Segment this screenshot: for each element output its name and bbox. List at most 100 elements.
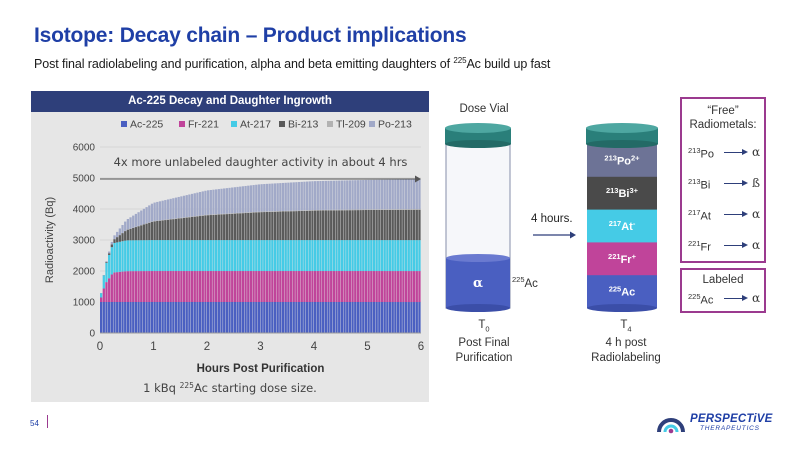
data-bar [297,182,301,211]
data-bar [380,209,384,210]
page-divider [47,415,48,428]
data-bar [241,240,245,272]
data-bar [324,240,327,272]
data-bar [346,180,349,210]
data-bar [268,271,271,302]
data-bar [244,212,247,214]
data-bar [140,271,143,302]
data-bar [209,190,212,215]
data-bar [180,271,183,302]
data-bar [380,209,384,241]
data-bar [124,271,127,302]
data-bar [311,271,314,302]
data-bar [201,302,204,333]
data-bar [356,180,360,210]
data-bar [354,271,357,302]
data-bar [255,211,258,213]
data-bar [367,209,370,210]
data-bar [215,302,218,333]
data-bar [158,271,162,302]
data-bar [129,240,132,272]
data-bar [354,210,357,241]
data-bar [134,271,138,302]
data-bar [335,180,338,210]
data-bar [292,210,295,212]
data-bar [244,271,247,302]
data-bar [268,211,271,241]
data-bar [297,211,301,241]
data-bar [236,213,239,241]
data-bar [271,271,274,302]
data-bar [196,240,199,272]
data-bar [396,179,400,210]
data-bar [410,302,413,333]
data-bar [244,185,247,213]
data-bar [330,210,333,241]
x-tick-label: 4 [311,341,318,353]
data-bar [362,209,365,211]
data-bar [372,209,376,210]
data-bar [225,213,228,215]
data-bar [295,211,298,241]
data-bar [407,271,410,303]
data-bar [257,240,261,272]
data-bar [340,180,344,210]
data-bar [354,240,357,272]
data-bar [158,220,162,241]
data-bar [255,240,258,272]
data-bar [124,302,127,333]
data-bar [150,302,154,333]
data-bar [303,181,306,211]
data-bar [263,211,266,213]
data-bar [394,209,397,241]
data-bar [351,210,354,241]
data-bar [402,209,405,241]
data-bar [177,196,180,219]
data-bar [247,212,250,213]
data-bar [220,214,223,241]
data-bar [370,240,373,272]
data-bar [370,179,373,210]
vial-bottom [587,304,657,312]
data-bar [239,302,242,333]
chart-legend: Ac-225 Fr-221 At-217 Bi-213 Tl-209 Po-213 [121,119,412,131]
emission-type: α [752,238,761,252]
data-bar [201,271,204,302]
data-bar [412,240,416,272]
vial-cap-bottom [586,140,658,148]
legend-label: Fr-221 [188,119,219,131]
data-bar [249,240,253,272]
arrow-right-icon [724,148,748,156]
data-bar [215,271,218,302]
data-bar [257,212,261,241]
data-bar [239,271,242,302]
data-bar [110,241,113,245]
data-bar [418,271,421,303]
data-bar [324,209,327,211]
data-bar [404,240,408,272]
data-bar [150,271,154,302]
data-bar [402,179,405,210]
data-bar [196,271,199,302]
data-bar [100,297,103,302]
legend-swatch [179,121,185,127]
data-bar [161,200,164,220]
data-bar [118,271,121,302]
data-bar [247,240,250,272]
data-bar [271,211,274,241]
data-bar [215,189,218,215]
data-bar [402,240,405,272]
chart-annotation: 4x more unlabeled daughter activity in a… [114,155,408,169]
vial-cap-top [586,123,658,133]
data-bar [166,240,170,272]
data-bar [148,240,151,272]
t4-line3: Radiolabeling [591,352,661,365]
data-bar [166,271,170,302]
data-bar [378,209,381,210]
data-bar [367,302,370,333]
data-bar [354,209,357,211]
x-tick-label: 0 [97,341,103,353]
data-bar [362,210,365,241]
data-bar [137,226,140,241]
data-bar [241,212,245,214]
